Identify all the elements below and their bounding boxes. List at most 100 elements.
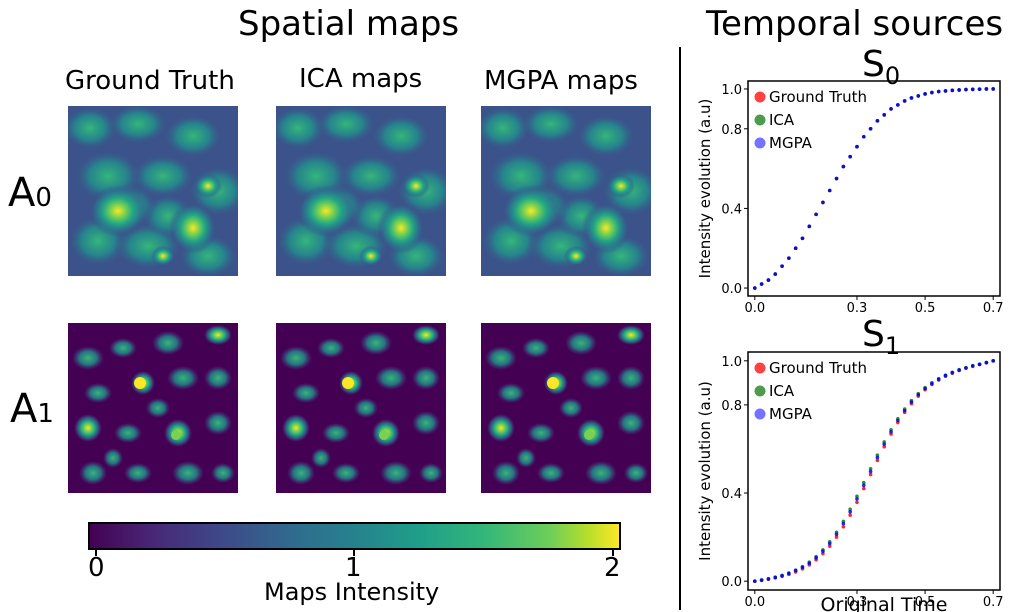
map-blob <box>576 114 636 158</box>
y-axis-label: Intensity evolution (a.u) <box>696 99 714 279</box>
map-blob <box>204 325 232 345</box>
row-label-a0: A0 <box>8 170 52 216</box>
data-point <box>950 370 955 375</box>
map-blob <box>151 246 175 266</box>
map-blob <box>412 325 440 345</box>
colorbar-tick-label-1: 1 <box>345 553 362 583</box>
y-tick-label: 0.4 <box>721 487 742 502</box>
legend-label: Ground Truth <box>769 88 867 106</box>
data-point <box>868 472 873 477</box>
data-point <box>909 96 914 100</box>
map-blob <box>516 448 536 468</box>
x-tick-label: 0.7 <box>983 301 1004 316</box>
map-a0-ica <box>276 106 446 276</box>
colorbar-label: Maps Intensity <box>264 578 440 606</box>
map-blob <box>280 346 312 370</box>
y-axis-label: Intensity evolution (a.u) <box>696 381 714 561</box>
map-blob <box>521 106 581 144</box>
data-point <box>861 134 866 139</box>
data-point <box>855 500 859 505</box>
data-point <box>868 469 873 474</box>
map-a0-mgpa <box>481 106 651 276</box>
map-blob <box>114 423 142 443</box>
data-point <box>773 272 778 276</box>
y-tick-label: 0.0 <box>721 282 742 297</box>
data-point <box>766 278 771 282</box>
data-point <box>841 521 846 526</box>
legend-label: ICA <box>769 111 795 129</box>
legend-label: MGPA <box>769 405 813 423</box>
data-point <box>930 90 934 95</box>
map-peak <box>547 377 559 389</box>
data-point <box>950 88 955 93</box>
data-point <box>868 126 873 131</box>
data-point <box>902 408 907 413</box>
data-point <box>977 362 982 367</box>
data-point <box>936 89 941 94</box>
legend-label: MGPA <box>769 134 813 152</box>
map-blob <box>68 106 118 150</box>
data-point <box>753 286 757 290</box>
y-tick-label: 0.0 <box>721 575 742 590</box>
data-point <box>970 364 975 368</box>
map-blob <box>377 202 425 254</box>
data-point <box>834 176 839 181</box>
colorbar-tick <box>612 550 614 556</box>
map-blob <box>617 366 645 390</box>
map-blob <box>322 423 350 443</box>
map-blob <box>79 461 107 485</box>
map-blob <box>380 461 412 485</box>
map-blob <box>211 463 235 483</box>
map-blob <box>354 398 378 418</box>
data-point <box>875 119 880 123</box>
legend-marker <box>754 114 766 126</box>
data-point <box>916 392 921 397</box>
data-point <box>943 89 948 93</box>
x-tick-label: 0.3 <box>847 301 868 316</box>
temporal-plot-s1: 0.0 0.3 0.5 0.7 0.0 0.4 0.8 1.0 Intensity evolut… <box>696 351 1004 612</box>
map-blob <box>103 448 123 468</box>
y-tick-label: 0.8 <box>721 399 742 414</box>
map-a1-ground-truth <box>68 323 238 493</box>
data-point <box>807 224 812 229</box>
legend-marker <box>754 91 766 103</box>
map-blob <box>402 174 430 198</box>
x-tick-label: 0.0 <box>744 595 765 610</box>
map-blob <box>316 106 376 144</box>
map-peak <box>134 377 146 389</box>
data-point <box>964 87 968 92</box>
x-tick-label: 0.7 <box>983 595 1004 610</box>
data-point <box>861 486 866 491</box>
map-blob <box>84 383 112 403</box>
map-blob <box>296 185 356 237</box>
plot-title-s0: S0 <box>862 44 901 91</box>
data-point <box>814 212 818 217</box>
legend-marker <box>754 385 766 397</box>
map-blob <box>167 366 199 390</box>
data-point <box>827 544 832 548</box>
plot-frame <box>747 80 1001 297</box>
map-peak <box>379 430 389 440</box>
map-blob <box>332 463 360 483</box>
map-blob <box>287 461 315 485</box>
data-point <box>841 524 846 529</box>
data-point <box>793 246 798 251</box>
map-blob <box>72 346 104 370</box>
data-point <box>991 87 995 91</box>
map-blob <box>109 338 137 358</box>
y-tick-label: 0.4 <box>721 202 742 217</box>
data-point <box>759 578 764 582</box>
data-point <box>943 373 948 378</box>
data-point <box>868 466 873 471</box>
data-point <box>909 400 914 404</box>
data-point <box>766 577 771 581</box>
map-blob <box>131 154 195 198</box>
data-point <box>780 264 784 268</box>
data-point <box>855 494 859 499</box>
data-point <box>930 381 934 386</box>
map-blob <box>163 114 223 158</box>
map-blob <box>617 325 645 345</box>
data-point <box>882 442 887 446</box>
data-point <box>964 366 968 370</box>
map-blob <box>564 246 588 266</box>
